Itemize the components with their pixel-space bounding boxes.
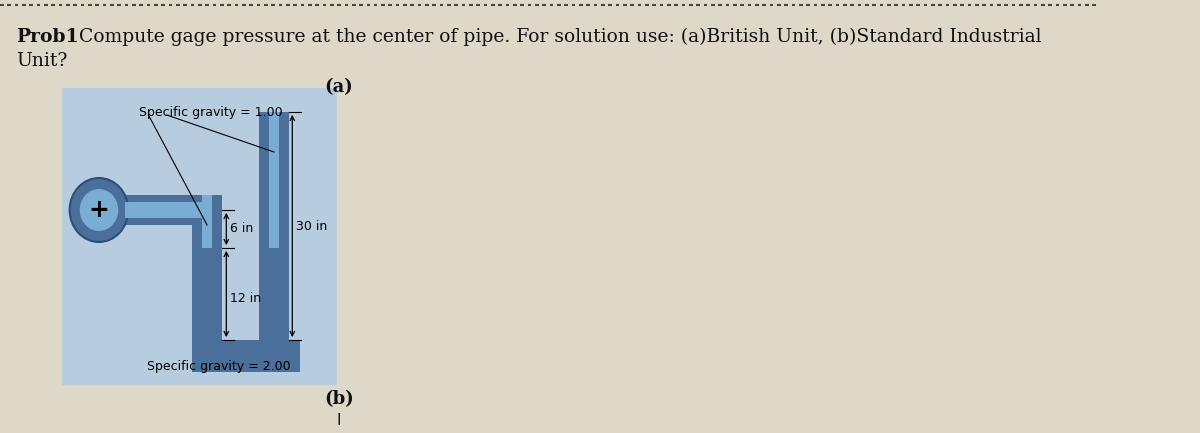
Text: I: I: [337, 413, 341, 428]
Text: 12 in: 12 in: [230, 293, 262, 306]
Bar: [203, 248, 211, 340]
Text: (b): (b): [324, 390, 354, 408]
Bar: [192, 195, 222, 340]
Bar: [203, 340, 289, 372]
Bar: [269, 248, 278, 372]
Text: (a): (a): [325, 78, 353, 96]
Text: Specific gravity = 1.00: Specific gravity = 1.00: [139, 106, 283, 119]
Bar: [269, 112, 278, 248]
Text: Unit?: Unit?: [17, 52, 68, 70]
Text: Compute gage pressure at the center of pipe. For solution use: (a)British Unit, : Compute gage pressure at the center of p…: [73, 28, 1042, 46]
Bar: [125, 202, 204, 218]
Text: 6 in: 6 in: [230, 223, 253, 236]
Text: +: +: [89, 198, 109, 222]
Text: Specific gravity = 2.00: Specific gravity = 2.00: [146, 360, 290, 373]
Text: Prob1: Prob1: [17, 28, 79, 46]
Text: 30 in: 30 in: [296, 220, 328, 233]
Bar: [62, 88, 337, 385]
Bar: [203, 195, 211, 248]
Bar: [192, 340, 300, 372]
Bar: [259, 112, 289, 372]
Bar: [125, 195, 204, 225]
Circle shape: [70, 178, 128, 242]
Circle shape: [79, 189, 118, 231]
